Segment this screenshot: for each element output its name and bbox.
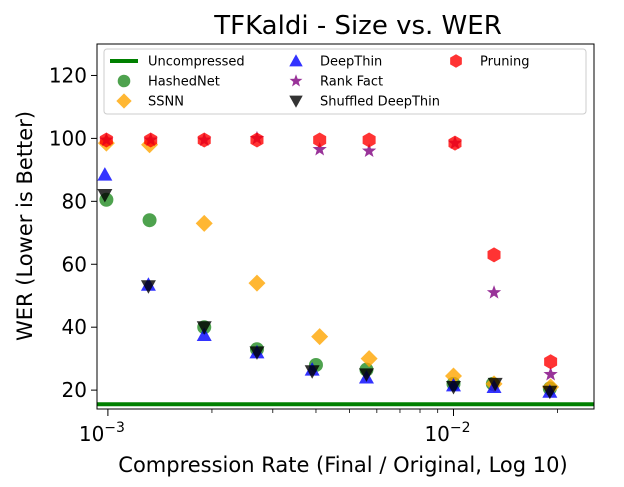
x-axis-label: Compression Rate (Final / Original, Log … [118, 453, 567, 477]
rank-fact-point-5 [312, 141, 327, 156]
shuffled-deepthin-point-4 [249, 346, 265, 360]
legend-deepthin-label: DeepThin [320, 55, 382, 70]
legend-hashednet-swatch [117, 74, 131, 88]
legend-hashednet-label: HashedNet [148, 75, 220, 90]
y-axis-label: WER (Lower is Better) [13, 111, 37, 341]
y-tick-label: 100 [49, 126, 87, 150]
chart-title: TFKaldi - Size vs. WER [213, 11, 502, 41]
ssnn-point-3 [195, 214, 213, 232]
hashednet-point-2 [142, 213, 157, 228]
legend-box [103, 48, 587, 115]
shuffled-deepthin-point-5 [304, 365, 320, 379]
legend-ssnn-label: SSNN [148, 95, 184, 110]
pruning-point-7 [448, 135, 462, 151]
x-tick-label: 10−2 [424, 420, 470, 446]
y-tick-label: 120 [49, 63, 87, 87]
legend-uncompressed-label: Uncompressed [148, 55, 245, 70]
axes: 20 40 60 80 100 120 10−3 10−2 [49, 63, 558, 446]
shuffled-deepthin-point-6 [358, 368, 374, 382]
pruning-point-2 [144, 132, 158, 148]
y-tick-label: 60 [62, 252, 87, 276]
legend-shuffled-deepthin-label: Shuffled DeepThin [320, 95, 440, 110]
y-tick-label: 20 [62, 378, 87, 402]
legend-rank-fact-swatch [289, 74, 303, 87]
shuffled-deepthin-point-9 [542, 385, 558, 400]
y-tick-label: 80 [62, 189, 87, 213]
pruning-point-4 [250, 132, 264, 148]
ssnn-point-4 [248, 274, 266, 292]
pruning-point-1 [99, 132, 113, 148]
shuffled-deepthin-point-1 [97, 189, 113, 203]
legend-pruning-swatch [450, 54, 462, 68]
pruning-point-3 [197, 132, 211, 148]
pruning-point-5 [313, 132, 327, 148]
legend-pruning-label: Pruning [480, 55, 530, 70]
ssnn-point-6 [360, 350, 378, 368]
ssnn-point-5 [311, 328, 329, 346]
rank-fact-point-6 [361, 143, 377, 158]
legend-deepthin-swatch [289, 54, 303, 67]
legend-rank-fact-label: Rank Fact [320, 75, 383, 90]
pruning-point-8 [487, 247, 501, 263]
ssnn-point-7 [445, 367, 462, 385]
plot-frame [96, 43, 595, 410]
shuffled-deepthin-point-2 [140, 280, 156, 294]
legend-shuffled-deepthin-swatch [289, 95, 303, 108]
shuffled-deepthin-point-7 [446, 380, 461, 395]
pruning-point-6 [362, 132, 376, 148]
legend: Uncompressed HashedNet SSNN DeepThin Rank Fa… [103, 48, 587, 115]
shuffled-deepthin-point-8 [487, 377, 503, 392]
plot-area [97, 130, 594, 407]
shuffled-deepthin-point-3 [196, 321, 212, 335]
legend-ssnn-swatch [116, 93, 132, 109]
deepthin-point-1 [97, 167, 113, 181]
rank-fact-point-8 [486, 285, 502, 299]
pruning-point-9 [544, 354, 558, 370]
rank-fact-point-9 [543, 366, 558, 381]
x-tick-label: 10−3 [79, 420, 125, 446]
y-tick-label: 40 [62, 315, 87, 339]
